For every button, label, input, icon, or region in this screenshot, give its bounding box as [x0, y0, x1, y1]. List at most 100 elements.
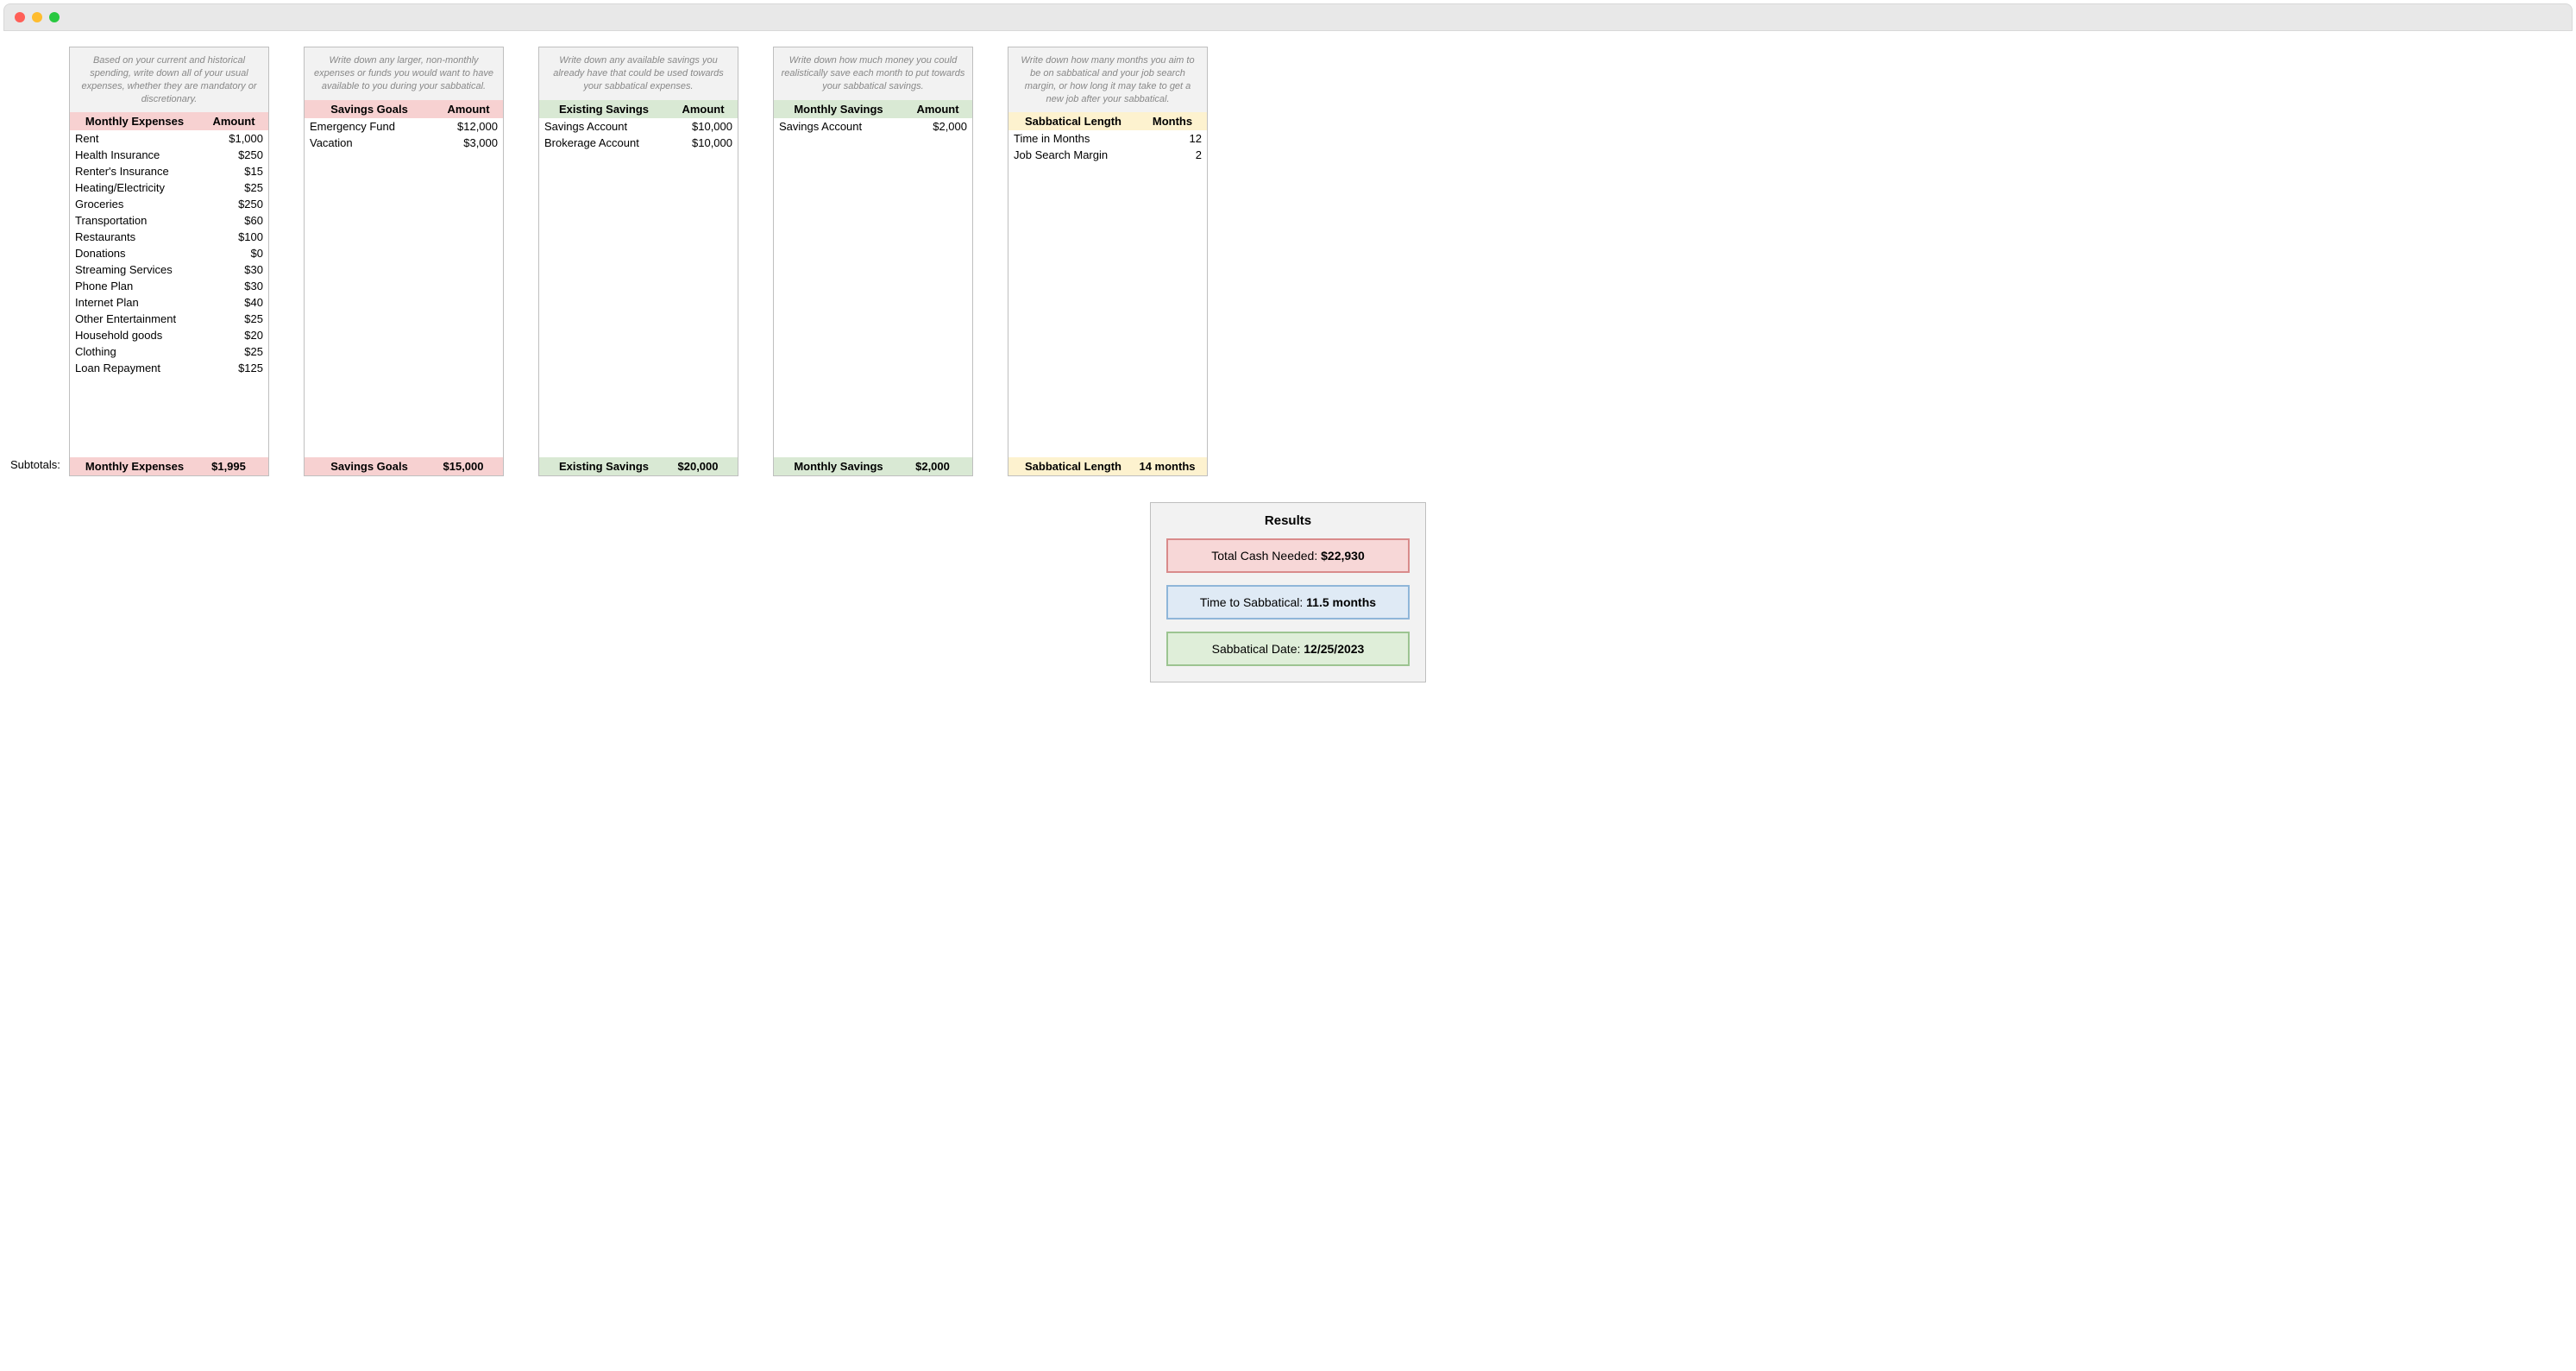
header-amount: Months: [1138, 112, 1207, 130]
table-row[interactable]: Brokerage Account$10,000: [539, 135, 738, 151]
row-amount: $250: [194, 198, 263, 211]
row-label: Health Insurance: [75, 148, 194, 161]
header-amount: Amount: [903, 100, 972, 118]
table-row[interactable]: Loan Repayment$125: [70, 360, 268, 376]
card-description: Write down how many months you aim to be…: [1008, 47, 1207, 112]
subtotal-label: Existing Savings: [544, 460, 663, 473]
row-amount: $10,000: [663, 120, 732, 133]
row-amount: $3,000: [429, 136, 498, 149]
row-amount: $0: [194, 247, 263, 260]
row-amount: 2: [1133, 148, 1202, 161]
row-amount: $40: [194, 296, 263, 309]
card-description: Write down any larger, non-monthly expen…: [305, 47, 503, 100]
card-description: Write down any available savings you alr…: [539, 47, 738, 100]
table-row[interactable]: Clothing$25: [70, 343, 268, 360]
close-icon[interactable]: [15, 12, 25, 22]
result-label: Time to Sabbatical:: [1200, 595, 1306, 609]
row-label: Savings Account: [779, 120, 898, 133]
row-amount: $15: [194, 165, 263, 178]
table-row[interactable]: Phone Plan$30: [70, 278, 268, 294]
table-row[interactable]: Savings Account$10,000: [539, 118, 738, 135]
subtotal-row: Sabbatical Length14 months: [1008, 457, 1207, 475]
card-existing_savings: Write down any available savings you alr…: [538, 47, 738, 476]
header-amount: Amount: [434, 100, 503, 118]
subtotal-row: Savings Goals$15,000: [305, 457, 503, 475]
subtotal-row: Existing Savings$20,000: [539, 457, 738, 475]
row-label: Restaurants: [75, 230, 194, 243]
row-label: Groceries: [75, 198, 194, 211]
result-value: 12/25/2023: [1304, 642, 1364, 656]
row-label: Clothing: [75, 345, 194, 358]
result-label: Sabbatical Date:: [1212, 642, 1304, 656]
table-row[interactable]: Streaming Services$30: [70, 261, 268, 278]
row-label: Transportation: [75, 214, 194, 227]
row-label: Renter's Insurance: [75, 165, 194, 178]
result-value: 11.5 months: [1306, 595, 1376, 609]
table-row[interactable]: Household goods$20: [70, 327, 268, 343]
rows-area: Emergency Fund$12,000Vacation$3,000: [305, 118, 503, 457]
header-label: Existing Savings: [539, 100, 669, 118]
table-row[interactable]: Savings Account$2,000: [774, 118, 972, 135]
row-label: Donations: [75, 247, 194, 260]
row-label: Heating/Electricity: [75, 181, 194, 194]
row-amount: $25: [194, 181, 263, 194]
result-value: $22,930: [1321, 549, 1365, 563]
subtotal-amount: $15,000: [429, 460, 498, 473]
header-label: Monthly Savings: [774, 100, 903, 118]
minimize-icon[interactable]: [32, 12, 42, 22]
row-amount: $25: [194, 345, 263, 358]
row-label: Other Entertainment: [75, 312, 194, 325]
table-row[interactable]: Restaurants$100: [70, 229, 268, 245]
results-title: Results: [1166, 513, 1410, 528]
card-monthly_savings: Write down how much money you could real…: [773, 47, 973, 476]
column-headers: Savings GoalsAmount: [305, 100, 503, 118]
row-amount: $250: [194, 148, 263, 161]
card-description: Based on your current and historical spe…: [70, 47, 268, 112]
table-row[interactable]: Vacation$3,000: [305, 135, 503, 151]
card-sabbatical_length: Write down how many months you aim to be…: [1008, 47, 1208, 476]
subtotal-amount: 14 months: [1133, 460, 1202, 473]
card-savings_goals: Write down any larger, non-monthly expen…: [304, 47, 504, 476]
row-label: Streaming Services: [75, 263, 194, 276]
header-label: Monthly Expenses: [70, 112, 199, 130]
table-row[interactable]: Donations$0: [70, 245, 268, 261]
table-row[interactable]: Transportation$60: [70, 212, 268, 229]
row-amount: $25: [194, 312, 263, 325]
row-label: Rent: [75, 132, 194, 145]
workspace: Subtotals: Based on your current and his…: [0, 35, 2576, 700]
subtotal-label: Sabbatical Length: [1014, 460, 1133, 473]
column-headers: Monthly SavingsAmount: [774, 100, 972, 118]
subtotal-row: Monthly Savings$2,000: [774, 457, 972, 475]
table-row[interactable]: Health Insurance$250: [70, 147, 268, 163]
table-row[interactable]: Emergency Fund$12,000: [305, 118, 503, 135]
row-label: Job Search Margin: [1014, 148, 1133, 161]
table-row[interactable]: Time in Months12: [1008, 130, 1207, 147]
table-row[interactable]: Job Search Margin2: [1008, 147, 1207, 163]
subtotal-amount: $20,000: [663, 460, 732, 473]
table-row[interactable]: Heating/Electricity$25: [70, 179, 268, 196]
subtotal-label: Monthly Expenses: [75, 460, 194, 473]
row-amount: $125: [194, 362, 263, 374]
row-label: Household goods: [75, 329, 194, 342]
cards-container: Based on your current and historical spe…: [69, 47, 2569, 476]
table-row[interactable]: Rent$1,000: [70, 130, 268, 147]
result-green: Sabbatical Date: 12/25/2023: [1166, 632, 1410, 666]
table-row[interactable]: Groceries$250: [70, 196, 268, 212]
row-amount: $60: [194, 214, 263, 227]
subtotal-amount: $2,000: [898, 460, 967, 473]
card-monthly_expenses: Based on your current and historical spe…: [69, 47, 269, 476]
subtotal-label: Monthly Savings: [779, 460, 898, 473]
row-amount: $100: [194, 230, 263, 243]
results-panel: Results Total Cash Needed: $22,930 Time t…: [1150, 502, 1426, 682]
row-amount: $30: [194, 280, 263, 292]
row-label: Vacation: [310, 136, 429, 149]
maximize-icon[interactable]: [49, 12, 60, 22]
result-red: Total Cash Needed: $22,930: [1166, 538, 1410, 573]
table-row[interactable]: Renter's Insurance$15: [70, 163, 268, 179]
table-row[interactable]: Other Entertainment$25: [70, 311, 268, 327]
window-titlebar: [3, 3, 2573, 31]
table-row[interactable]: Internet Plan$40: [70, 294, 268, 311]
row-amount: 12: [1133, 132, 1202, 145]
subtotal-amount: $1,995: [194, 460, 263, 473]
row-label: Internet Plan: [75, 296, 194, 309]
